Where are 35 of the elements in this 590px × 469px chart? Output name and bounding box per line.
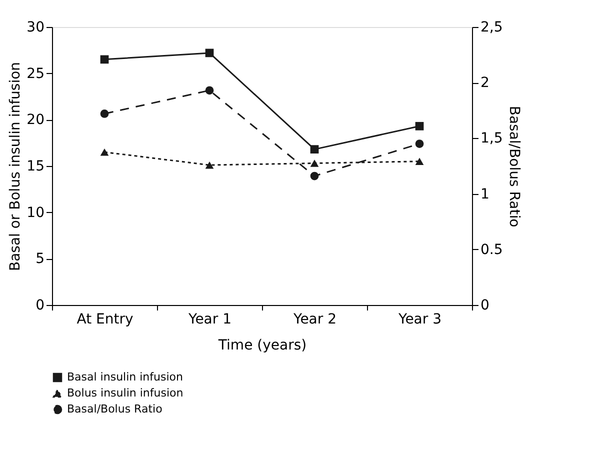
y2-axis-title: Basal/Bolus Ratio xyxy=(506,106,522,228)
y-axis-title: Basal or Bolus insulin infusion xyxy=(8,62,24,272)
point xyxy=(100,148,109,156)
point xyxy=(205,161,214,169)
y-tick-label: 25 xyxy=(26,66,44,82)
x-axis-title: Time (years) xyxy=(217,338,307,354)
y2-tick-label: 2,5 xyxy=(480,20,503,36)
x-tick-label: Year 1 xyxy=(188,312,232,328)
point xyxy=(205,48,214,58)
x-tick-label: Year 2 xyxy=(292,312,336,328)
y-tick-label: 15 xyxy=(26,158,44,174)
y-tick-label: 10 xyxy=(26,204,44,221)
y2-tick-label: 0.5 xyxy=(480,242,503,258)
point xyxy=(100,55,109,64)
y2-tick-label: 0 xyxy=(480,298,490,314)
point xyxy=(415,122,424,130)
y2-tick-label: 1,5 xyxy=(480,130,503,147)
legend-label: Basal insulin infusion xyxy=(67,370,184,384)
y-tick-label: 5 xyxy=(36,251,44,268)
point xyxy=(310,172,319,180)
x-tick-label: Year 3 xyxy=(398,312,442,328)
y-tick-label: 20 xyxy=(26,112,44,128)
point xyxy=(310,160,319,167)
point xyxy=(415,140,424,148)
legend-label: Bolus insulin infusion xyxy=(67,386,184,400)
point xyxy=(100,110,109,118)
y-tick-label: 30 xyxy=(26,20,44,36)
y2-tick-label: 2 xyxy=(480,75,490,92)
point xyxy=(415,158,424,165)
legend-label: Basal/Bolus Ratio xyxy=(67,402,163,416)
y-tick-label: 0 xyxy=(36,298,44,314)
point xyxy=(310,145,319,154)
y2-tick-label: 1 xyxy=(480,186,490,202)
x-tick-label: At Entry xyxy=(76,312,134,328)
point xyxy=(205,86,214,95)
